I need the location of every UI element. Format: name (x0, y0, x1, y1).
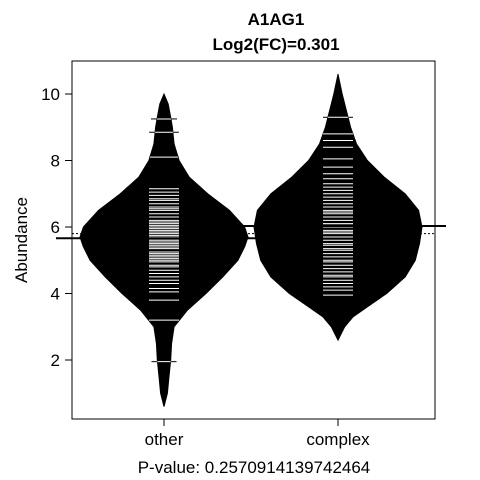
y-tick-label-10: 10 (41, 85, 60, 104)
bean-other (79, 92, 249, 407)
x-axis: other complex (145, 419, 370, 449)
x-tick-label-complex: complex (306, 430, 370, 449)
y-tick-label-8: 8 (51, 152, 60, 171)
y-axis-label: Abundance (12, 197, 31, 283)
plot-frame (71, 60, 436, 420)
x-axis-label: P-value: 0.2570914139742464 (138, 458, 371, 477)
y-tick-label-6: 6 (51, 218, 60, 237)
y-tick-label-2: 2 (51, 351, 60, 370)
x-tick-label-other: other (145, 430, 184, 449)
chart-subtitle: Log2(FC)=0.301 (212, 35, 339, 54)
plot-area (56, 73, 446, 407)
chart-title: A1AG1 (248, 10, 305, 29)
y-axis: 2 4 6 8 10 (41, 85, 72, 370)
y-tick-label-4: 4 (51, 285, 60, 304)
